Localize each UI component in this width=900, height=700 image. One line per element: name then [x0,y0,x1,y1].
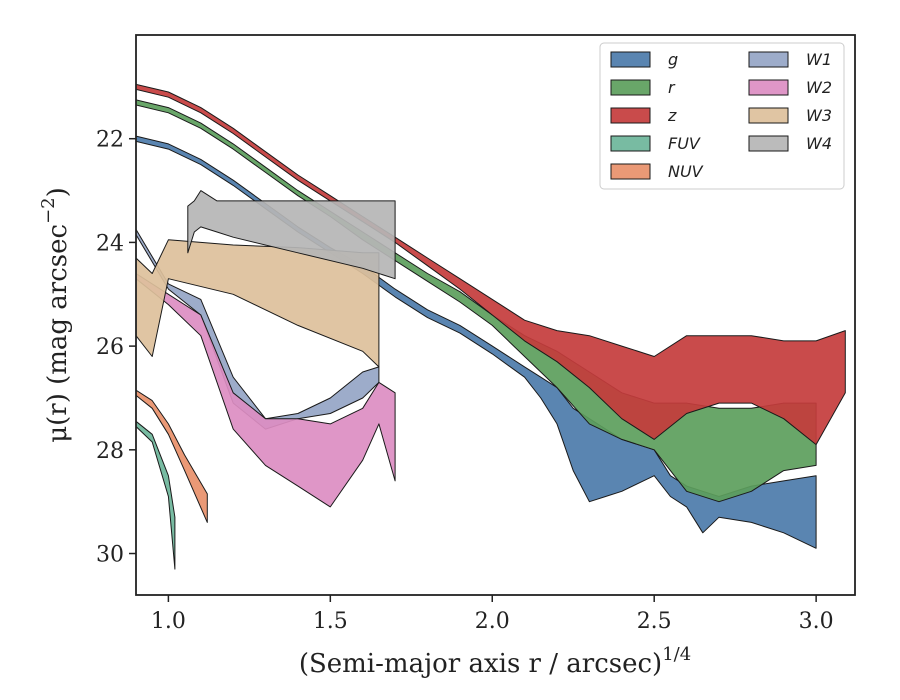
legend-swatch-w4 [748,135,789,152]
legend-swatch-w3 [748,107,789,124]
legend-label-nuv: NUV [668,162,704,181]
y-axis: 22 24 26 28 30 [96,128,136,568]
series-areas [136,83,846,570]
legend: grz FUV NUV W1 W2 W3 W4 [599,42,845,190]
series-area-nuv [136,389,208,523]
legend-label-g: g [668,50,678,69]
x-tick-label: 1.0 [151,609,186,634]
y-tick-label: 30 [96,543,124,568]
y-tick-label: 22 [96,128,124,153]
legend-label-w1: W1 [806,50,832,69]
y-tick-label: 24 [96,231,124,256]
series-area-w4 [187,190,396,280]
legend-label-z: z [667,106,677,125]
legend-label-fuv: FUV [668,134,701,153]
legend-swatch-r [610,79,651,96]
y-tick-label: 28 [96,439,124,464]
legend-swatch-g [610,51,651,68]
x-axis: 1.0 1.5 2.0 2.5 3.0 [151,595,834,634]
x-tick-label: 2.0 [475,609,510,634]
legend-label-w2: W2 [806,78,832,97]
series-area-g [136,135,817,549]
legend-label-w3: W3 [806,106,832,125]
series-area-w2 [136,273,396,508]
legend-swatch-z [610,107,651,124]
x-tick-label: 2.5 [637,609,672,634]
legend-label-w4: W4 [806,134,832,153]
legend-label-r: r [668,78,676,97]
legend-swatch-nuv [610,163,651,180]
x-tick-label: 3.0 [799,609,834,634]
legend-swatch-w1 [748,51,789,68]
y-tick-label: 26 [96,335,124,360]
plot-frame [135,34,856,596]
series-area-fuv [136,420,176,570]
x-tick-label: 1.5 [313,609,348,634]
y-axis-label: μ(r) (mag arcsec−2) [38,187,73,443]
legend-swatch-fuv [610,135,651,152]
legend-swatch-w2 [748,79,789,96]
x-axis-label: (Semi-major axis r / arcsec)1/4 [299,644,691,679]
